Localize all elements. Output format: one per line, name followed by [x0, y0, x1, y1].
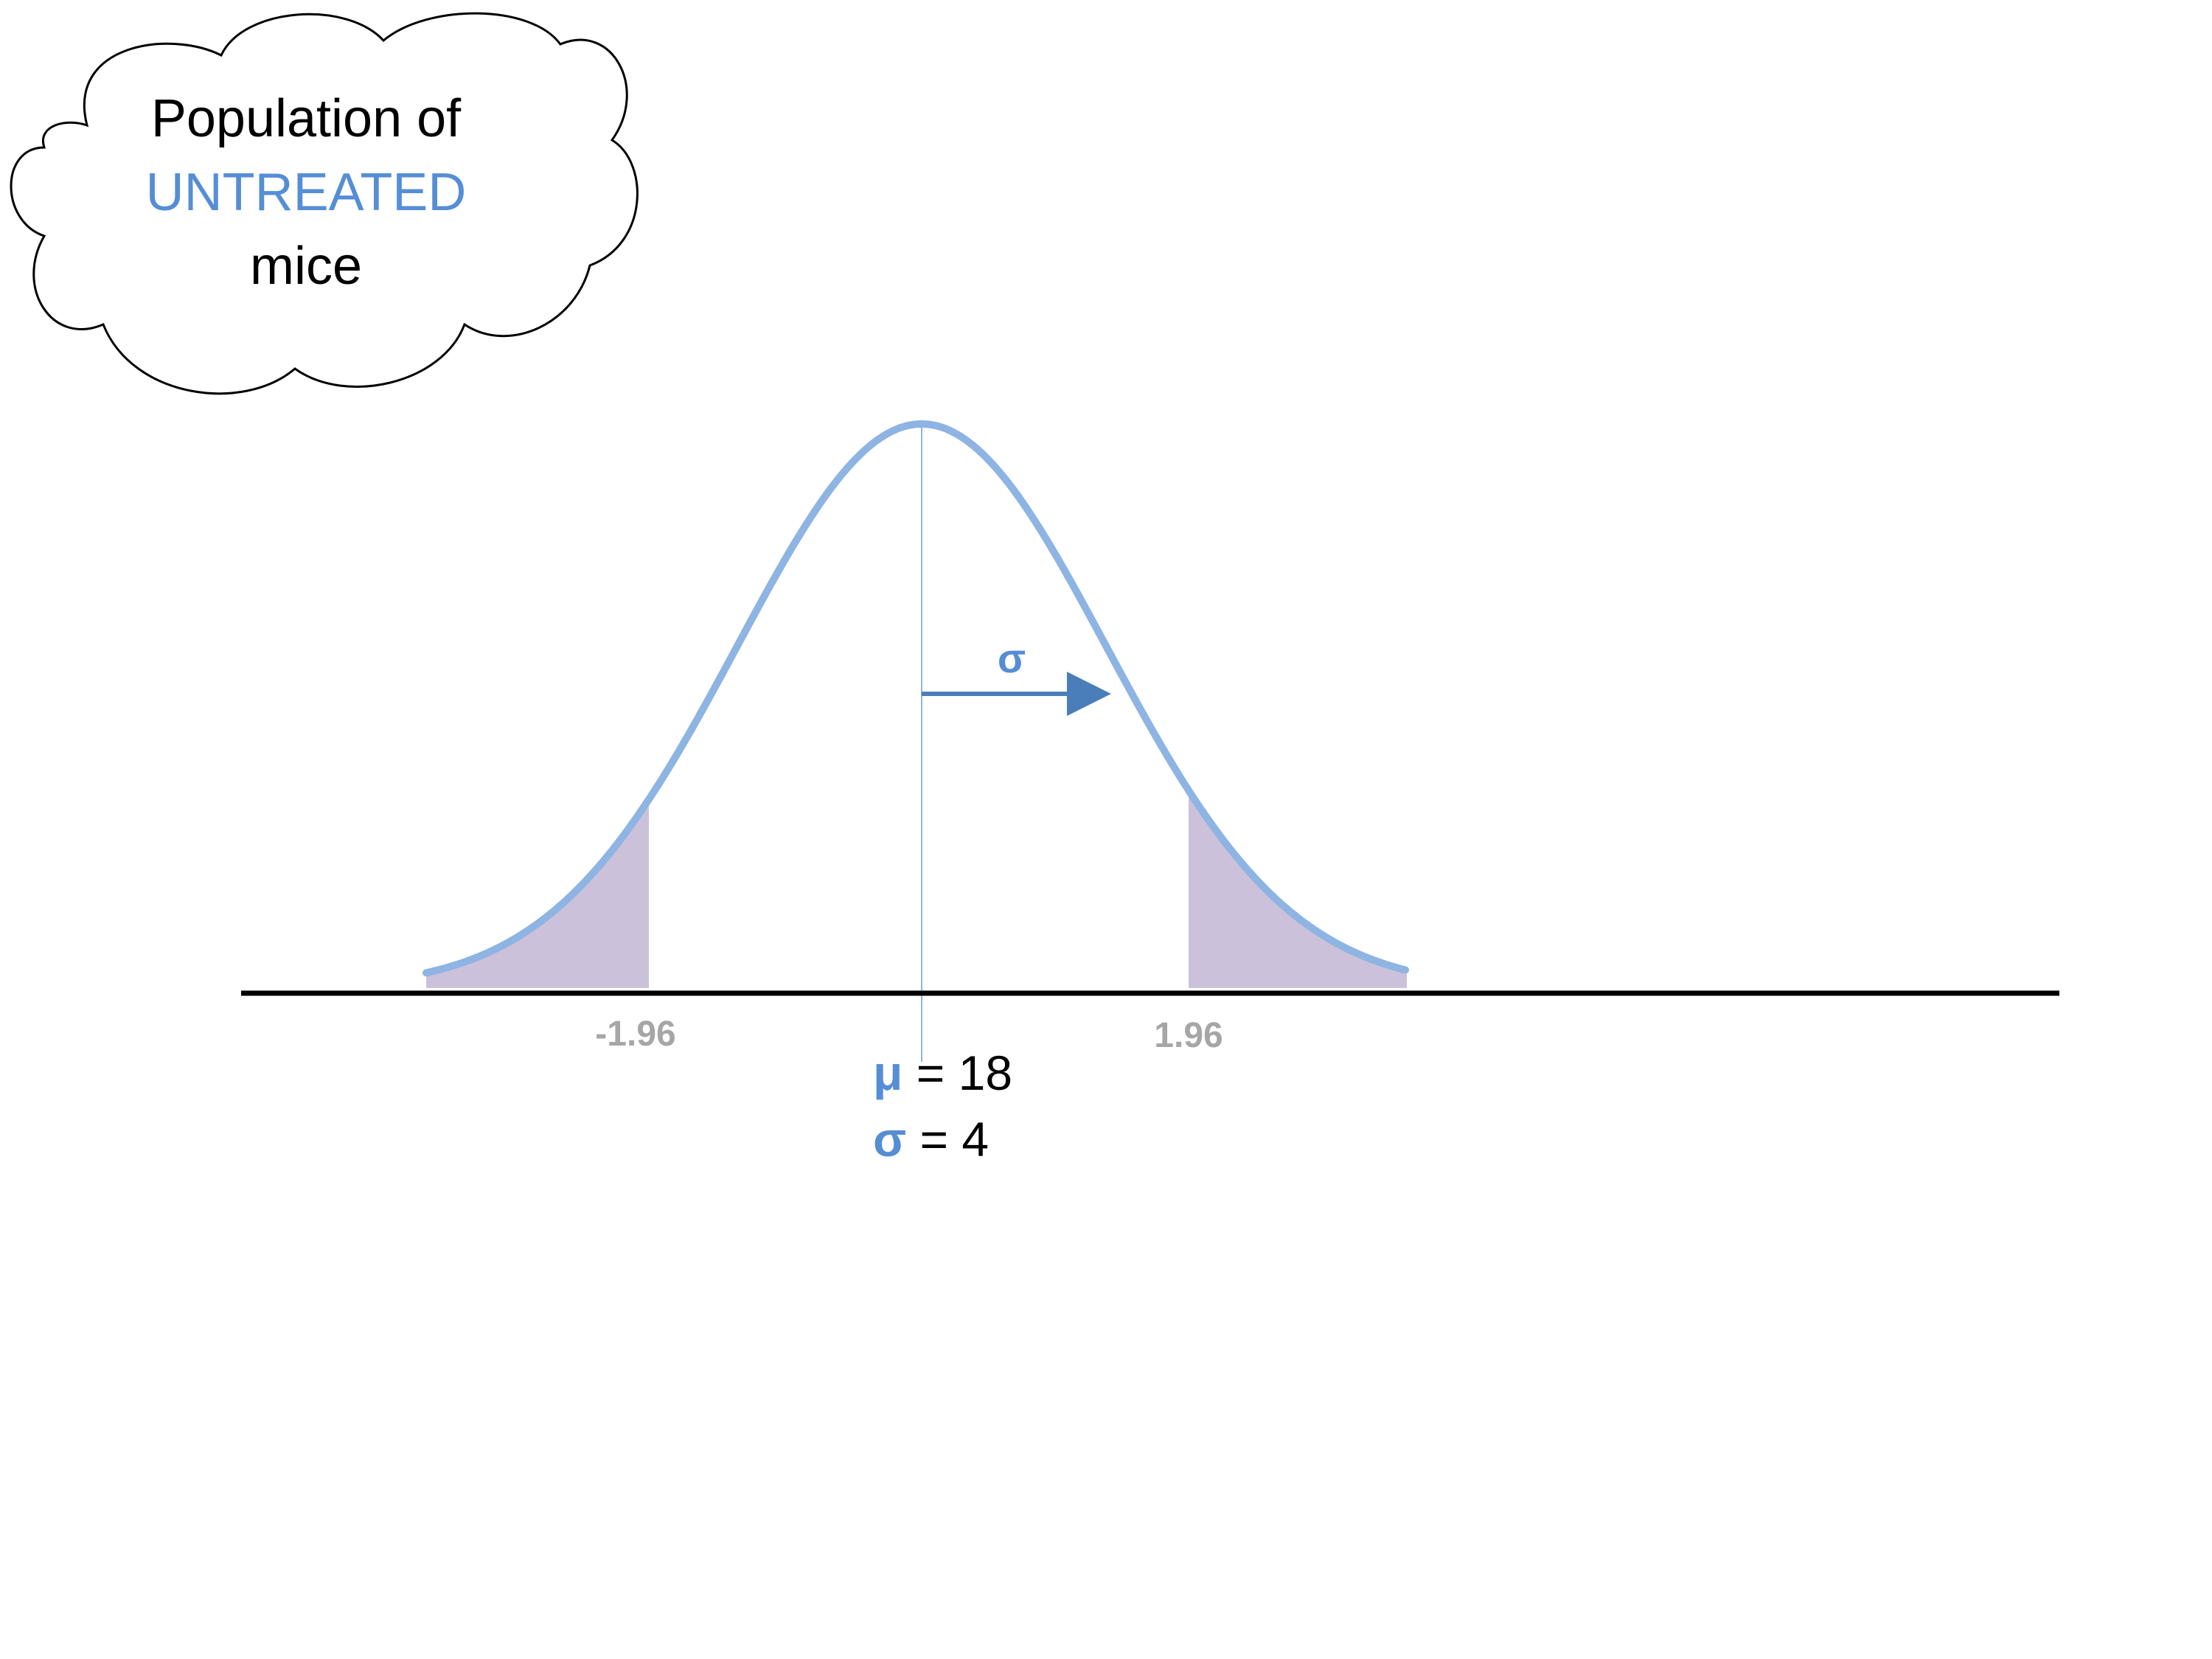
sigma-arrow-label: σ — [998, 635, 1026, 681]
normal-curve — [422, 420, 1409, 977]
sigma-symbol: σ — [873, 1112, 906, 1166]
cloud-shape — [10, 12, 639, 395]
cloud-line-1: Population of — [151, 89, 462, 148]
sigma-parameter: σ = 4 — [873, 1112, 989, 1166]
cloud-callout: Population of UNTREATED mice — [10, 12, 639, 395]
mu-symbol: μ — [873, 1046, 902, 1100]
cloud-line-3: mice — [250, 237, 362, 296]
right-cutoff-label: 1.96 — [1154, 1016, 1222, 1055]
right-tail-region — [1189, 790, 1407, 988]
left-cutoff-label: -1.96 — [595, 1015, 675, 1054]
mu-value: = 18 — [902, 1046, 1012, 1100]
sigma-value: = 4 — [906, 1112, 989, 1166]
mu-parameter: μ = 18 — [873, 1046, 1012, 1100]
cloud-line-2: UNTREATED — [146, 163, 467, 222]
left-tail-region — [426, 799, 649, 988]
